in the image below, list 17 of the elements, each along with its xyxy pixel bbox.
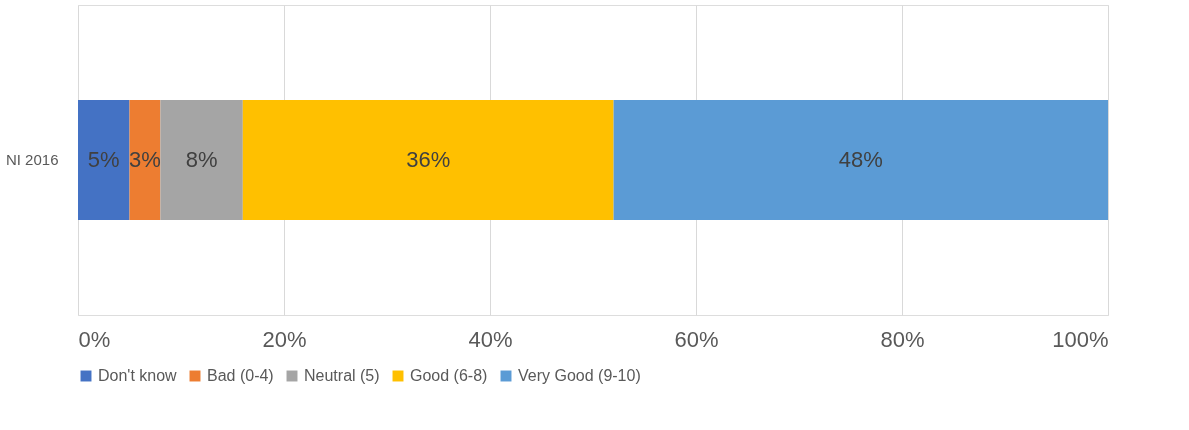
data-label: 5% bbox=[87, 147, 120, 172]
legend-label: Neutral (5) bbox=[304, 367, 380, 384]
data-label: 48% bbox=[838, 147, 883, 172]
x-tick-label: 40% bbox=[468, 326, 513, 352]
data-label: 8% bbox=[185, 147, 218, 172]
data-label: 3% bbox=[129, 147, 161, 172]
legend-label: Very Good (9-10) bbox=[518, 367, 641, 384]
x-tick-label: 60% bbox=[674, 326, 719, 352]
x-tick-label: 20% bbox=[262, 326, 307, 352]
x-tick-label: 100% bbox=[1052, 326, 1109, 352]
legend-label: Don't know bbox=[98, 367, 178, 384]
data-label: 36% bbox=[406, 147, 451, 172]
legend-label: Good (6-8) bbox=[410, 367, 488, 384]
legend-label: Bad (0-4) bbox=[207, 367, 274, 384]
x-tick-label: 0% bbox=[78, 326, 111, 352]
y-tick-label: NI 2016 bbox=[5, 151, 59, 168]
x-tick-label: 80% bbox=[880, 326, 925, 352]
